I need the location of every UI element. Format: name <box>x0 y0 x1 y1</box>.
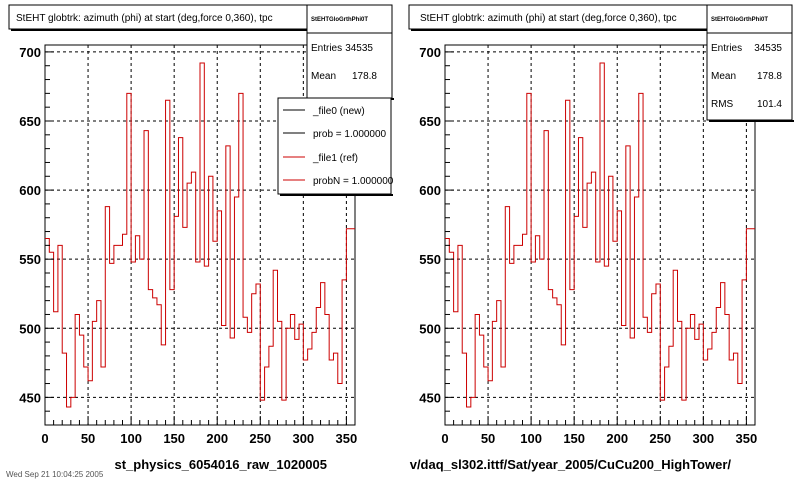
y-tick-label: 600 <box>19 183 41 198</box>
legend-label-new: _file0 (new) <box>312 106 365 117</box>
legend-label-ref: _file1 (ref) <box>312 153 358 164</box>
stats-mean-label: Mean <box>711 71 736 82</box>
legend-box: _file0 (new) prob = 1.000000 _file1 (ref… <box>277 97 394 196</box>
x-ticks: 0 50 100 150 200 250 300 350 <box>41 416 357 446</box>
x-axis-title: st_physics_6054016_raw_1020005 <box>114 457 327 472</box>
legend-label-probn: probN = 1.000000 <box>313 176 394 187</box>
x-tick-label: 0 <box>441 431 448 446</box>
x-tick-label: 50 <box>481 431 495 446</box>
x-tick-label: 300 <box>292 431 314 446</box>
histogram-line <box>45 62 355 408</box>
histogram-title: StEHT globtrk: azimuth (phi) at start (d… <box>16 13 273 24</box>
histogram-ref <box>445 62 755 408</box>
y-tick-label: 600 <box>419 183 441 198</box>
title-box: StEHT globtrk: azimuth (phi) at start (d… <box>8 4 309 31</box>
panel-right: StEHT globtrk: azimuth (phi) at start (d… <box>408 4 794 472</box>
x-tick-label: 100 <box>520 431 542 446</box>
stats-rms-label: RMS <box>711 99 734 110</box>
panel-left: StEHT globtrk: azimuth (phi) at start (d… <box>8 4 394 472</box>
histogram-title: StEHT globtrk: azimuth (phi) at start (d… <box>420 13 677 24</box>
x-tick-label: 50 <box>81 431 95 446</box>
timestamp-footer: Wed Sep 21 10:04:25 2005 <box>6 470 104 479</box>
stats-rms-value: 101.4 <box>757 99 782 110</box>
y-tick-label: 500 <box>419 321 441 336</box>
x-tick-label: 150 <box>163 431 185 446</box>
x-tick-label: 150 <box>563 431 585 446</box>
x-ticks: 0 50 100 150 200 250 300 350 <box>441 416 757 446</box>
stats-mean-value: 178.8 <box>757 71 782 82</box>
stats-mean-value: 178.8 <box>352 71 377 82</box>
x-tick-label: 0 <box>41 431 48 446</box>
x-tick-label: 350 <box>736 431 758 446</box>
x-tick-label: 350 <box>336 431 358 446</box>
y-tick-label: 650 <box>19 114 41 129</box>
stats-name: StEHTGloGrthPhi0T <box>311 17 368 23</box>
stats-entries-value: 34535 <box>754 43 782 54</box>
y-tick-label: 500 <box>19 321 41 336</box>
y-tick-label: 550 <box>19 252 41 267</box>
histogram-ref <box>45 62 355 408</box>
y-tick-label: 650 <box>419 114 441 129</box>
x-tick-label: 300 <box>692 431 714 446</box>
x-axis-title: v/daq_sl302.ittf/Sat/year_2005/CuCu200_H… <box>410 457 732 472</box>
stats-box: StEHTGloGrthPhi0T Entries 34535 Mean 178… <box>306 4 394 100</box>
y-tick-label: 450 <box>19 390 41 405</box>
y-tick-label: 700 <box>19 45 41 60</box>
histogram-line <box>445 62 755 408</box>
stats-entries-label: Entries <box>311 43 342 54</box>
stats-name: StEHTGloGrthPhi0T <box>711 17 768 23</box>
stats-mean-label: Mean <box>311 71 336 82</box>
x-tick-label: 100 <box>120 431 142 446</box>
x-tick-label: 200 <box>206 431 228 446</box>
y-tick-label: 450 <box>419 390 441 405</box>
title-box: StEHT globtrk: azimuth (phi) at start (d… <box>408 4 709 31</box>
stats-entries-label: Entries <box>711 43 742 54</box>
x-tick-label: 250 <box>649 431 671 446</box>
y-ticks: 450 500 550 600 650 700 <box>19 45 54 412</box>
stats-box: StEHTGloGrthPhi0T Entries 34535 Mean 178… <box>706 4 794 122</box>
y-tick-label: 700 <box>419 45 441 60</box>
y-ticks: 450 500 550 600 650 700 <box>419 45 454 412</box>
y-tick-label: 550 <box>419 252 441 267</box>
stats-entries-value: 34535 <box>345 43 373 54</box>
x-tick-label: 200 <box>606 431 628 446</box>
x-tick-label: 250 <box>249 431 271 446</box>
legend-label-prob: prob = 1.000000 <box>313 129 387 140</box>
